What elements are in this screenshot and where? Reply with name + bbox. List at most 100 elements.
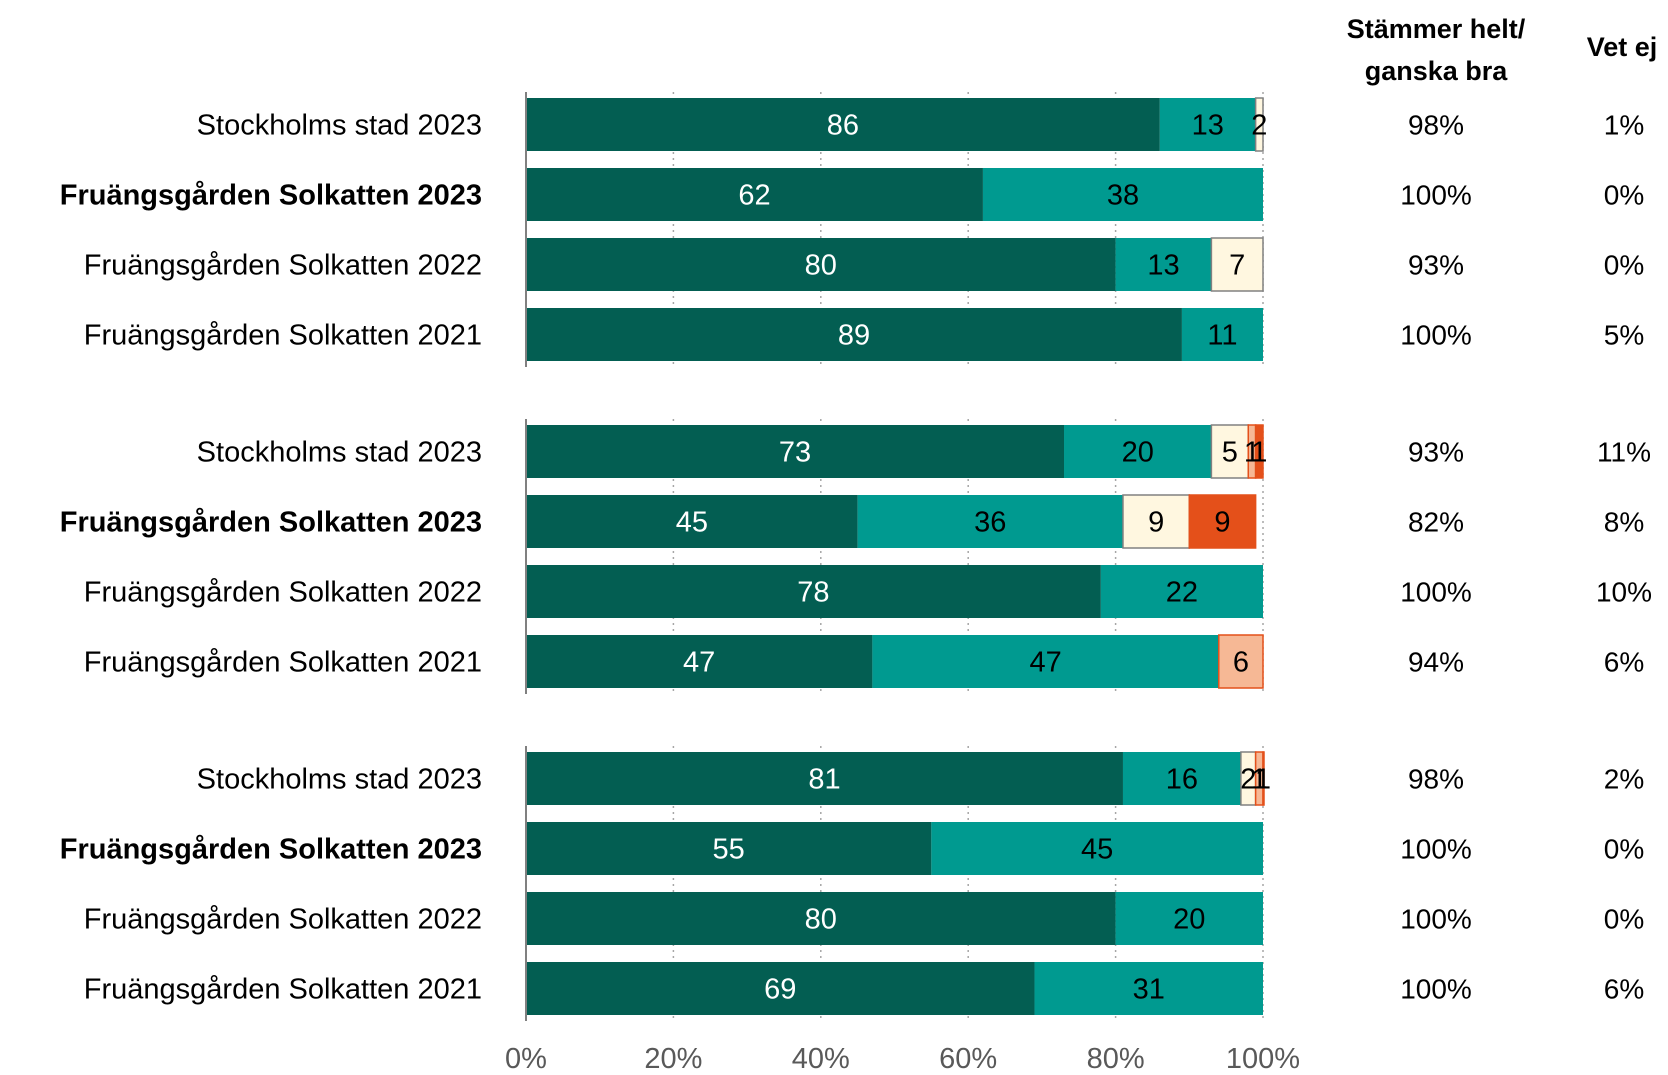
bar-segment-stammer-helt: [526, 962, 1035, 1015]
grid-lines: [672, 92, 1264, 1021]
bar-segment-helt-daligt: [1254, 424, 1264, 479]
labels-layer: 0% 20% 40% 60% 80% 100%Stockholms stad 2023 86…: [60, 110, 1652, 1075]
good-share-value: 93%: [1408, 250, 1464, 281]
bars-layer: [526, 97, 1265, 1015]
bar-segment-stammer-ganska: [1181, 308, 1263, 361]
bar-segment-stammer-ganska: [872, 635, 1219, 688]
bar-segment-stammer-ganska: [982, 168, 1263, 221]
bar-value-label: 86: [827, 110, 859, 142]
bar-segment-stammer-helt: [526, 425, 1065, 478]
bar-value-label: 80: [805, 250, 837, 282]
vet-ej-value: 11%: [1597, 437, 1651, 468]
category-label: Fruängsgården Solkatten 2022: [84, 904, 482, 936]
bar-value-label: 5: [1222, 437, 1238, 469]
bar-segment-stammer-helt: [526, 495, 858, 548]
bar-segment-varken: [1210, 237, 1264, 292]
bar-value-label: 38: [1107, 180, 1139, 212]
vet-ej-value: 8%: [1604, 507, 1644, 538]
bar-value-label: 7: [1229, 250, 1245, 282]
category-label: Stockholms stad 2023: [197, 110, 482, 142]
bar-segment-stammer-ganska: [857, 495, 1123, 548]
good-share-value: 100%: [1400, 974, 1472, 1005]
good-share-value: 98%: [1408, 110, 1464, 141]
bar-value-label: 13: [1147, 250, 1179, 282]
bar-value-label: 1: [1251, 764, 1267, 796]
bar-segment-stammer-helt: [526, 822, 932, 875]
bar-value-label: 20: [1173, 904, 1205, 936]
bar-value-label: 55: [713, 834, 745, 866]
category-label: Fruängsgården Solkatten 2021: [84, 974, 482, 1006]
bar-value-label: 89: [838, 320, 870, 352]
x-tick-label: 80%: [1087, 1043, 1145, 1075]
good-share-value: 98%: [1408, 764, 1464, 795]
vet-ej-value: 0%: [1604, 250, 1644, 281]
category-label: Fruängsgården Solkatten 2023: [60, 507, 482, 539]
bar-segment-stammer-ganska: [1115, 892, 1263, 945]
bar-value-label: 62: [738, 180, 770, 212]
bar-value-label: 2: [1251, 110, 1267, 142]
good-share-value: 100%: [1400, 904, 1472, 935]
x-tick-label: 20%: [644, 1043, 702, 1075]
category-label: Stockholms stad 2023: [197, 764, 482, 796]
good-share-value: 100%: [1400, 834, 1472, 865]
bar-segment-stammer-helt: [526, 635, 873, 688]
category-label: Fruängsgården Solkatten 2021: [84, 320, 482, 352]
header-vet-ej: Vet ej: [1587, 32, 1658, 62]
good-share-value: 94%: [1408, 647, 1464, 678]
category-label: Fruängsgården Solkatten 2021: [84, 647, 482, 679]
bar-value-label: 78: [797, 577, 829, 609]
bar-value-label: 6: [1233, 647, 1249, 679]
bar-segment-stammer-helt: [526, 98, 1160, 151]
bar-value-label: 80: [805, 904, 837, 936]
header-good-line1: Stämmer helt/: [1347, 14, 1526, 44]
bar-segment-stammer-helt: [526, 565, 1101, 618]
bar-segment-stammer-ganska: [1100, 565, 1263, 618]
vet-ej-value: 0%: [1604, 834, 1644, 865]
bar-segment-stammer-helt: [526, 892, 1116, 945]
bar-segment-stammer-ganska: [1159, 98, 1256, 151]
bar-value-label: 45: [1081, 834, 1113, 866]
bar-segment-stammer-ganska: [1115, 238, 1212, 291]
bar-segment-varken: [1210, 424, 1250, 479]
bar-segment-stammer-ganska: [931, 822, 1263, 875]
bar-value-label: 16: [1166, 764, 1198, 796]
category-label: Fruängsgården Solkatten 2023: [60, 180, 482, 212]
x-tick-label: 0%: [505, 1043, 547, 1075]
x-tick-label: 60%: [939, 1043, 997, 1075]
category-label: Fruängsgården Solkatten 2022: [84, 577, 482, 609]
vet-ej-value: 2%: [1604, 764, 1644, 795]
bar-segment-helt-daligt: [1262, 751, 1265, 806]
header-good-line2: ganska bra: [1365, 56, 1509, 86]
good-share-value: 100%: [1400, 577, 1472, 608]
bar-value-label: 31: [1133, 974, 1165, 1006]
bar-segment-varken: [1254, 97, 1264, 152]
vet-ej-value: 6%: [1604, 647, 1644, 678]
bar-value-label: 45: [676, 507, 708, 539]
vet-ej-value: 6%: [1604, 974, 1644, 1005]
bar-value-label: 1: [1251, 437, 1267, 469]
bar-segment-stammer-ganska: [1122, 752, 1241, 805]
bar-value-label: 11: [1207, 320, 1237, 352]
category-label: Fruängsgården Solkatten 2023: [60, 834, 482, 866]
bar-value-label: 9: [1148, 507, 1164, 539]
bar-value-label: 1: [1244, 437, 1260, 469]
x-tick-label: 100%: [1226, 1043, 1300, 1075]
vet-ej-value: 0%: [1604, 904, 1644, 935]
bar-value-label: 47: [683, 647, 715, 679]
bar-value-label: 1: [1255, 764, 1271, 796]
vet-ej-value: 10%: [1596, 577, 1652, 608]
bar-value-label: 73: [779, 437, 811, 469]
good-share-value: 100%: [1400, 180, 1472, 211]
bar-value-label: 36: [974, 507, 1006, 539]
good-share-value: 100%: [1400, 320, 1472, 351]
x-tick-label: 40%: [792, 1043, 850, 1075]
bar-value-label: 22: [1166, 577, 1198, 609]
category-label: Stockholms stad 2023: [197, 437, 482, 469]
bar-segment-stammer-helt: [526, 752, 1123, 805]
bar-value-label: 81: [808, 764, 840, 796]
bar-segment-stammer-helt: [526, 238, 1116, 291]
category-label: Fruängsgården Solkatten 2022: [84, 250, 482, 282]
bar-segment-stammer-ganska: [1064, 425, 1212, 478]
bar-segment-stammer-helt: [526, 168, 983, 221]
